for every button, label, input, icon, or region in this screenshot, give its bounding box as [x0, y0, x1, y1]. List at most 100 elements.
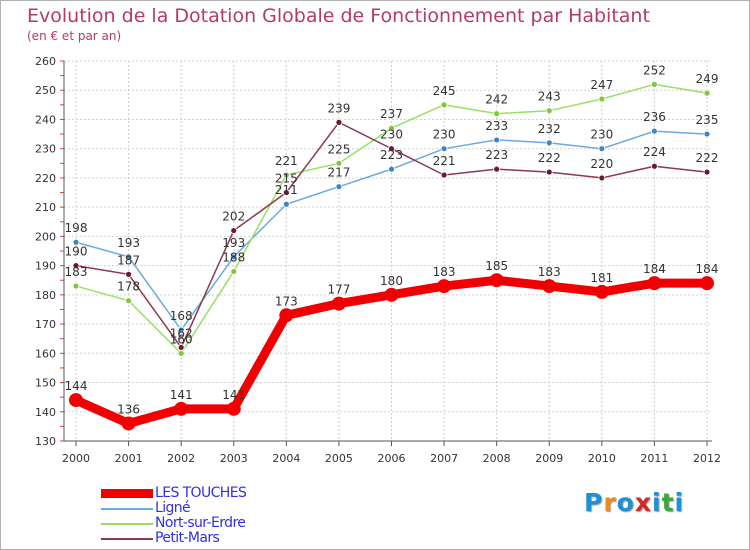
data-point	[125, 253, 132, 261]
data-point	[174, 401, 189, 416]
data-point	[226, 401, 241, 416]
chart-title: Evolution de la Dotation Globale de Fonc…	[27, 5, 650, 27]
chart-subtitle: (en € et par an)	[27, 29, 122, 43]
data-label: 220	[590, 157, 613, 171]
proxiti-logo: Proxiti	[584, 488, 684, 517]
logo-letter: P	[584, 488, 604, 517]
y-tick-label: 200	[35, 230, 56, 243]
data-label: 183	[65, 265, 88, 279]
data-label: 247	[590, 78, 613, 92]
data-point	[72, 262, 80, 270]
data-label: 141	[170, 388, 193, 402]
data-point	[282, 200, 290, 208]
y-tick-label: 240	[35, 113, 56, 126]
legend-label-petit-mars: Petit-Mars	[155, 530, 220, 546]
data-point	[388, 124, 395, 132]
data-point	[335, 118, 343, 126]
data-label: 180	[380, 274, 403, 288]
data-point	[230, 268, 238, 275]
x-tick-label: 2005	[325, 452, 353, 465]
legend-label-ligne: Ligné	[155, 500, 191, 516]
y-tick-label: 180	[35, 289, 56, 302]
x-tick-label: 2004	[272, 452, 300, 465]
data-point	[493, 110, 501, 118]
data-label: 243	[538, 90, 561, 104]
data-label: 187	[117, 253, 140, 267]
logo-letter: o	[616, 488, 635, 517]
data-label: 222	[696, 151, 719, 165]
data-point	[545, 168, 553, 176]
data-point	[125, 297, 132, 305]
data-label: 181	[590, 271, 613, 285]
data-point	[177, 326, 185, 334]
y-tick-label: 190	[35, 260, 56, 273]
data-point	[440, 145, 448, 153]
data-label: 183	[433, 265, 456, 279]
y-tick-label: 250	[35, 84, 56, 97]
data-point	[121, 416, 136, 431]
data-label: 249	[696, 72, 719, 86]
data-label: 222	[538, 151, 561, 165]
data-point	[647, 276, 662, 291]
data-label: 223	[380, 148, 403, 162]
data-point	[545, 107, 553, 115]
data-label: 224	[643, 145, 666, 159]
y-tick-label: 140	[35, 406, 56, 419]
data-label: 252	[643, 63, 666, 77]
data-point	[388, 165, 395, 173]
data-label: 185	[485, 259, 508, 273]
data-point	[703, 89, 711, 97]
y-tick-label: 160	[35, 347, 56, 360]
data-label: 223	[485, 148, 508, 162]
data-point	[72, 238, 80, 246]
data-label: 232	[538, 122, 561, 136]
data-point	[440, 101, 448, 109]
data-label: 193	[117, 236, 140, 250]
data-point	[703, 130, 711, 138]
data-label: 190	[65, 245, 88, 259]
data-point	[440, 171, 448, 179]
data-point	[230, 253, 238, 261]
data-point	[177, 349, 185, 357]
y-tick-label: 260	[35, 55, 56, 68]
x-tick-label: 2009	[535, 452, 563, 465]
data-point	[388, 145, 395, 153]
data-label: 217	[327, 166, 350, 180]
data-point	[594, 284, 609, 299]
data-label: 136	[117, 402, 140, 416]
data-label: 221	[433, 154, 456, 168]
data-point	[125, 270, 132, 278]
y-tick-label: 220	[35, 172, 56, 185]
data-point	[335, 159, 343, 167]
data-label: 184	[696, 262, 719, 276]
legend-swatch-les-touches	[101, 489, 153, 498]
data-label: 237	[380, 107, 403, 121]
y-tick-label: 130	[35, 435, 56, 448]
y-tick-label: 150	[35, 377, 56, 390]
legend-label-nort-sur-erdre: Nort-sur-Erdre	[155, 515, 246, 531]
data-label: 236	[643, 110, 666, 124]
data-point	[230, 227, 238, 234]
data-point	[282, 171, 290, 179]
data-label: 242	[485, 93, 508, 107]
legend-swatch-petit-mars	[101, 538, 153, 540]
data-point	[493, 136, 501, 144]
x-tick-label: 2000	[62, 452, 90, 465]
data-point	[651, 127, 658, 135]
data-label: 177	[327, 283, 350, 297]
data-label: 144	[65, 379, 88, 393]
data-label: 160	[170, 332, 193, 346]
data-point	[437, 279, 452, 294]
data-point	[545, 139, 553, 147]
data-point	[177, 344, 185, 351]
x-tick-label: 2003	[220, 452, 248, 465]
legend-swatch-ligne	[101, 508, 153, 510]
data-label: 183	[538, 265, 561, 279]
data-point	[598, 145, 606, 153]
data-label: 198	[65, 221, 88, 235]
data-label: 239	[327, 101, 350, 115]
logo-letter: x	[634, 488, 652, 517]
data-label: 245	[433, 84, 456, 98]
